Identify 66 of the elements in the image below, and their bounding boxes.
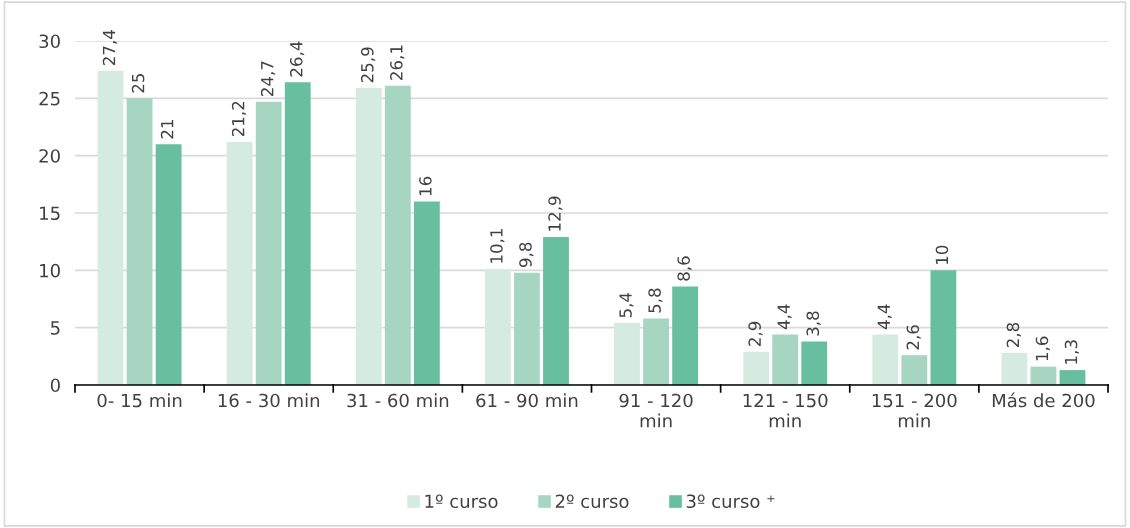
y-tick-label: 30: [39, 34, 60, 49]
data-label: 4,4: [777, 304, 792, 330]
data-label: 25,9: [360, 47, 376, 83]
bar: [255, 101, 282, 385]
bar: [226, 141, 253, 385]
data-label: 26,1: [390, 45, 405, 80]
bar: [413, 201, 440, 385]
data-label: 26,4: [289, 41, 305, 77]
bar: [543, 237, 569, 385]
y-tick-label: 25: [39, 91, 60, 106]
data-label: 25: [131, 73, 145, 93]
bar: [1059, 370, 1086, 385]
bar: [743, 351, 770, 385]
data-label: 2,8: [1006, 322, 1021, 348]
bar: [284, 82, 311, 385]
data-label: 27,4: [102, 30, 118, 66]
legend-label: 3º curso ⁺: [686, 494, 775, 509]
x-tick-label: 151 - 200 min: [872, 393, 957, 428]
data-label: 8,6: [677, 256, 692, 281]
y-tick-label: 10: [40, 263, 60, 278]
data-label: 21,2: [231, 101, 247, 137]
legend-label: 1º curso: [425, 494, 498, 509]
data-label: 12,9: [548, 196, 563, 231]
x-tick-label: 121 - 150 min: [743, 393, 828, 428]
bar: [155, 144, 182, 385]
bar: [772, 334, 799, 385]
x-tick-label: 16 - 30 min: [218, 393, 320, 408]
data-label: 2,6: [906, 325, 921, 350]
x-tick-label: 31 - 60 min: [347, 393, 449, 408]
x-tick-label: 0- 15 min: [97, 393, 182, 408]
bar: [643, 318, 669, 385]
data-label: 5,4: [619, 292, 634, 318]
data-label: 4,4: [877, 304, 892, 330]
x-tick-label: Más de 200: [992, 392, 1095, 408]
legend-label: 2º curso: [555, 494, 629, 509]
bar: [672, 286, 699, 385]
y-tick-label: 0: [50, 378, 60, 393]
x-tick-label: 91 - 120 min: [619, 393, 693, 428]
data-label: 1,3: [1064, 340, 1080, 364]
data-label: 10,1: [490, 229, 505, 263]
bar: [901, 355, 928, 385]
bar: [126, 98, 153, 385]
data-label: 16: [419, 176, 432, 196]
bar: [872, 334, 899, 385]
x-tick-label: 61 - 90 min: [476, 393, 578, 408]
data-label: 9,8: [519, 242, 534, 267]
bar: [801, 341, 828, 385]
bar: [1001, 352, 1028, 385]
y-tick-label: 20: [39, 149, 60, 163]
y-tick-label: 15: [40, 206, 60, 221]
bar: [355, 88, 382, 385]
data-label: 10: [935, 245, 949, 264]
data-label: 24,7: [260, 61, 276, 96]
bar: [514, 272, 540, 385]
bar: [384, 85, 411, 385]
data-label: 1,6: [1035, 336, 1050, 361]
data-label: 3,8: [806, 311, 821, 336]
bar: [484, 269, 511, 385]
data-label: 5,8: [648, 288, 663, 313]
bar: [97, 70, 124, 385]
y-tick-label: 5: [51, 321, 60, 335]
data-label: 2,9: [748, 321, 763, 346]
bar: [1030, 366, 1057, 385]
data-label: 21: [160, 119, 174, 139]
bar: [614, 323, 640, 385]
bar: [930, 270, 957, 385]
